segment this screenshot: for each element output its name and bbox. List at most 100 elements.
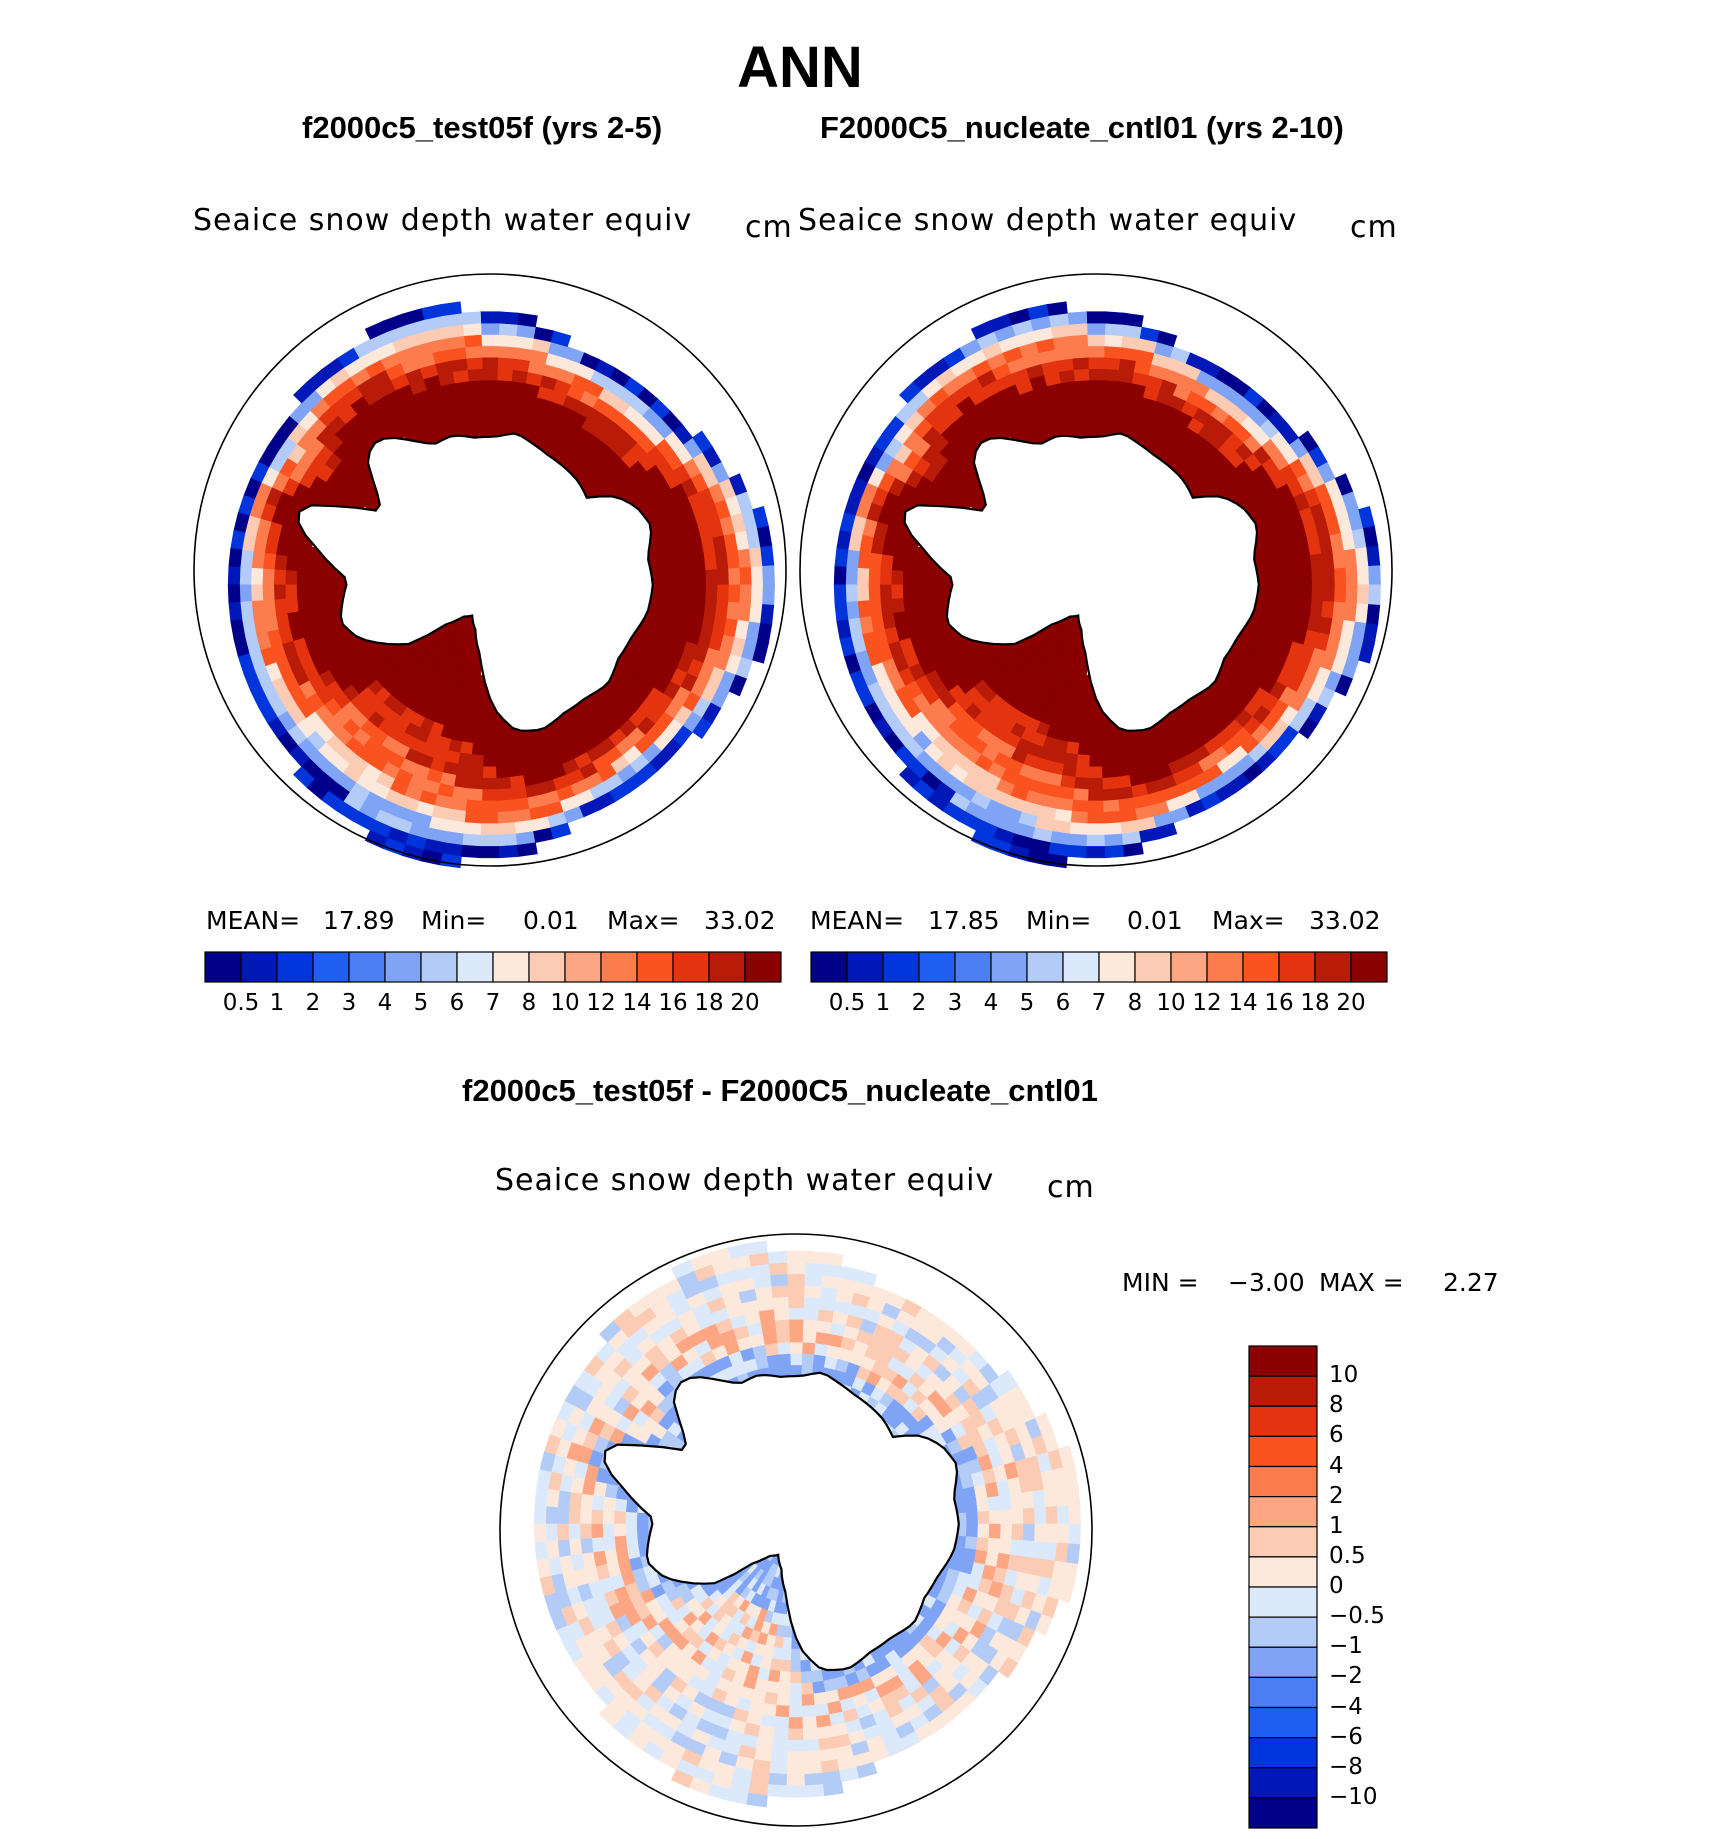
sea-ice-cell [777,1353,791,1366]
sea-ice-cell [1088,391,1104,404]
sea-ice-cell [1345,566,1359,586]
sea-ice-cell [533,1505,547,1525]
sea-ice-cell [834,548,849,568]
sea-ice-cell [1089,755,1103,768]
sea-ice-cell [988,1509,1002,1525]
colorbar-tick-label: 1 [269,990,285,1016]
sea-ice-cell [913,584,926,598]
sea-ice-cell [481,356,499,369]
sea-ice-cell [773,1727,790,1741]
sea-ice-cell [1104,322,1124,337]
sea-ice-cell [1113,403,1128,417]
sea-ice-cell [1066,741,1080,755]
sea-ice-cell [1089,413,1103,426]
sea-ice-cell [1075,765,1090,779]
sea-ice-cell [788,1728,804,1741]
sea-ice-cell [262,599,277,617]
colorbar-tick-label: −0.5 [1329,1603,1385,1630]
sea-ice-cell [813,1342,828,1357]
sea-ice-cell [1287,597,1301,614]
sea-ice-cell [1034,1506,1047,1525]
sea-ice-cell [777,1682,791,1696]
sea-ice-cell [468,379,484,393]
sea-ice-cell [284,584,298,600]
sea-ice-cell [496,776,512,790]
sea-ice-cell [1300,584,1313,601]
sea-ice-cell [465,356,483,370]
sea-ice-cell [480,334,500,347]
sea-ice-cell [845,549,860,569]
diff-colorbar [1248,1345,1318,1829]
sea-ice-cell [364,320,389,340]
sea-ice-cell [786,1785,806,1798]
sea-ice-cell [497,810,516,825]
sea-ice-cell [1288,584,1302,600]
sea-ice-cell [1090,425,1102,438]
sea-ice-cell [273,598,288,616]
sea-ice-cell [1112,741,1126,755]
sea-ice-cell [1086,311,1106,324]
sea-ice-cell [1115,380,1132,395]
sea-ice-cell [1079,425,1092,438]
sea-ice-cell [1032,1540,1047,1560]
sea-ice-cell [471,413,485,427]
sea-ice-cell [790,1660,802,1673]
panel1-min-label: Min= [421,906,487,935]
colorbar-tick-label: 4 [1329,1452,1344,1479]
sea-ice-cell [966,1511,979,1525]
sea-ice-cell [481,812,499,825]
sea-ice-cell [856,584,870,602]
sea-ice-cell [765,1353,780,1368]
colorbar-box [1248,1496,1318,1528]
colorbar-box [1248,1737,1318,1769]
sea-ice-cell [1368,584,1381,605]
sea-ice-cell [776,1693,791,1707]
sea-ice-cell [802,1307,819,1321]
colorbar-tick-label: 0.5 [828,990,866,1016]
sea-ice-cell [779,1670,792,1684]
colorbar-tick-label: 18 [1300,990,1330,1016]
sea-ice-cell [767,1784,788,1798]
sea-ice-cell [786,1273,806,1286]
sea-ice-cell [815,1714,832,1729]
sea-ice-cell [845,601,860,620]
sea-ice-cell [746,1792,768,1808]
sea-ice-cell [545,1540,560,1560]
sea-ice-cell [970,320,995,340]
sea-ice-cell [1076,402,1091,416]
sea-ice-cell [473,425,486,438]
sea-ice-cell [1054,1485,1069,1507]
panel1-max-value: 33.02 [704,906,776,935]
sea-ice-cell [1354,602,1369,624]
sea-ice-cell [1100,731,1113,745]
colorbar-box [1248,1405,1318,1437]
sea-ice-cell [750,584,764,605]
sea-ice-cell [480,322,500,335]
sea-ice-cell [1100,720,1112,734]
sea-ice-cell [1068,322,1088,337]
sea-ice-cell [474,720,486,734]
sea-ice-cell [454,380,471,395]
sea-ice-cell [703,599,718,617]
sea-ice-cell [1043,1541,1058,1561]
sea-ice-cell [802,1330,817,1344]
sea-ice-cell [1073,368,1090,382]
sea-ice-cell [1114,391,1130,406]
panel2-min-label: Min= [1026,906,1092,935]
diff-variable-label: Seaice snow depth water equiv [495,1163,995,1198]
diff-max-label: MAX = [1319,1268,1404,1297]
sea-ice-cell [762,1331,778,1346]
panel2-units-label: cm [1350,210,1398,245]
sea-ice-cell [692,430,713,453]
colorbar-box [1248,1586,1318,1618]
sea-ice-cell [1086,846,1106,859]
sea-ice-cell [812,1353,827,1368]
colorbar-tick-label: 1 [1329,1512,1344,1539]
colorbar-tick-label: 4 [377,990,393,1016]
sea-ice-cell [694,569,707,586]
sea-ice-cell [1022,1523,1036,1542]
sea-ice-cell [579,1523,592,1540]
colorbar-tick-label: 3 [947,990,963,1016]
sea-ice-cell [482,368,498,381]
sea-ice-cell [703,552,718,571]
